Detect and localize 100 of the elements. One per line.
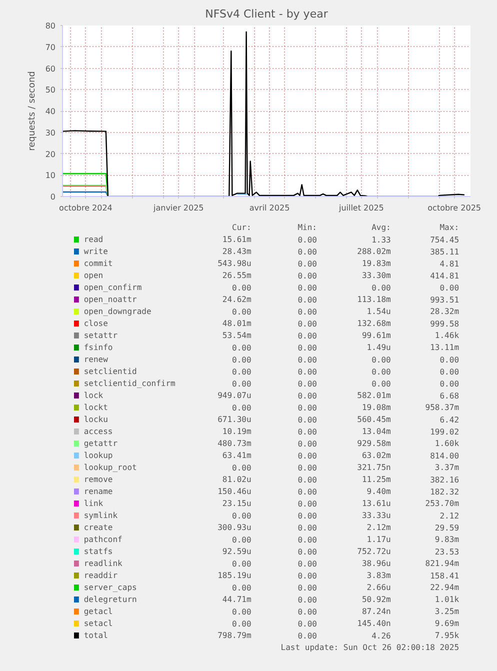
text: 38.96u	[362, 559, 392, 568]
text: 0.00	[440, 356, 460, 364]
text: 63.02m	[362, 451, 392, 460]
text: 22.94m	[430, 583, 460, 592]
legend-label: setclientid	[84, 367, 138, 376]
legend-label: pathconf	[84, 535, 123, 544]
text: 0.00	[298, 572, 318, 580]
legend-label: total	[84, 631, 108, 640]
text: 2.12m	[366, 523, 392, 532]
y-tick-label: 20	[45, 150, 56, 159]
text: 9.83m	[434, 535, 460, 544]
text: 7.95k	[434, 631, 460, 640]
text: 3.25m	[434, 607, 460, 616]
text: 2.66u	[366, 583, 392, 592]
text: 0.00	[232, 512, 252, 520]
legend-label: rename	[84, 487, 113, 496]
text: 0.00	[372, 356, 392, 364]
text: 0.00	[440, 284, 460, 292]
text: 6.68	[440, 392, 460, 400]
text: 0.00	[232, 584, 252, 592]
legend-label: readlink	[84, 559, 123, 568]
text: 958.37m	[425, 403, 460, 412]
text: 29.59	[434, 524, 460, 532]
legend-label: renew	[84, 355, 108, 364]
y-tick-label: 10	[45, 171, 56, 180]
text: 543.98u	[218, 259, 252, 268]
text: 0.00	[298, 548, 318, 556]
legend-label: symlink	[84, 511, 118, 520]
text: 0.00	[232, 404, 252, 412]
text: 23.53	[434, 548, 460, 556]
text: 0.00	[298, 332, 318, 340]
text: 814.00	[430, 452, 460, 460]
text: 33.33u	[362, 511, 392, 520]
text: 0.00	[298, 356, 318, 364]
text: 23.15u	[222, 499, 252, 508]
text: 0.00	[440, 380, 460, 388]
legend-label: fsinfo	[84, 343, 113, 352]
text: 414.81	[430, 272, 460, 280]
text: 50.92m	[362, 595, 392, 604]
legend-label: lookup	[84, 451, 113, 460]
x-tick-label: octobre 2025	[428, 204, 482, 212]
text: 382.16	[430, 476, 460, 484]
text: 2.12	[440, 512, 460, 520]
text: 0.00	[298, 488, 318, 496]
text: 11.25m	[362, 475, 392, 484]
text: 671.30u	[218, 415, 252, 424]
text: 0.00	[232, 368, 252, 376]
text: 0.00	[298, 320, 318, 328]
text: 300.93u	[218, 523, 252, 532]
chart-title: NFSv4 Client - by year	[205, 8, 328, 20]
text: 0.00	[298, 344, 318, 352]
text: 385.11	[430, 248, 460, 256]
text: 288.02m	[357, 247, 392, 256]
text: 0.00	[298, 248, 318, 256]
text: Avg:	[372, 223, 391, 232]
text: 0.00	[298, 404, 318, 412]
text: 582.01m	[357, 391, 392, 400]
text: 0.00	[232, 560, 252, 568]
text: 145.40n	[357, 619, 392, 628]
text: 6.42	[440, 416, 460, 424]
text: 1.46k	[434, 331, 460, 340]
legend-label: create	[84, 523, 113, 532]
legend-label: server_caps	[84, 583, 138, 592]
text: 0.00	[298, 392, 318, 400]
text: 1.01k	[434, 595, 460, 604]
legend-label: open_noattr	[84, 295, 138, 304]
text: 0.00	[298, 236, 318, 244]
text: 0.00	[232, 356, 252, 364]
text: 321.75n	[357, 463, 392, 472]
text: 0.00	[298, 512, 318, 520]
text: 0.00	[298, 428, 318, 436]
text: 0.00	[232, 284, 252, 292]
text: 3.83m	[366, 571, 392, 580]
text: 44.71m	[222, 595, 252, 604]
text: 0.00	[298, 440, 318, 448]
text: 4.81	[440, 260, 460, 268]
text: 0.00	[298, 272, 318, 280]
text: 132.68m	[357, 319, 392, 328]
text: 0.00	[298, 476, 318, 484]
text: 1.60k	[434, 439, 460, 448]
text: 158.41	[430, 572, 460, 580]
text: 33.30m	[362, 271, 392, 280]
text: 0.00	[298, 620, 318, 628]
text: 0.00	[232, 344, 252, 352]
text: 10.19m	[222, 427, 252, 436]
text: Cur:	[232, 223, 252, 232]
text: 48.01m	[222, 319, 252, 328]
text: 24.62m	[222, 295, 252, 304]
text: 0.00	[232, 308, 252, 316]
y-tick-label: 70	[45, 42, 56, 52]
y-axis-title: requests / second	[27, 71, 38, 151]
text: 949.07u	[218, 391, 252, 400]
y-tick-label: 0	[50, 192, 56, 202]
text: 15.61m	[222, 235, 252, 244]
text: 993.51	[430, 296, 460, 304]
text: Last update: Sun Oct 26 02:00:18 2025	[280, 643, 460, 652]
text: 0.00	[298, 608, 318, 616]
text: 3.37m	[434, 463, 460, 472]
text: 0.00	[298, 296, 318, 304]
text: 0.00	[232, 620, 252, 628]
